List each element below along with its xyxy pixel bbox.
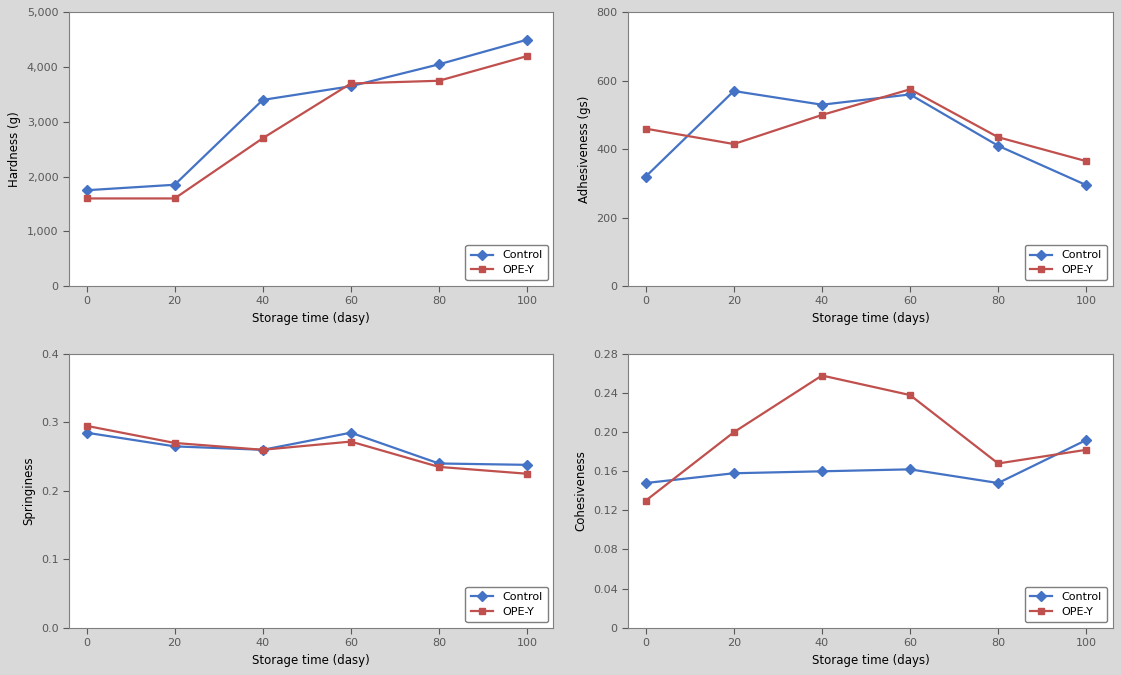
OPE-Y <box>1080 446 1093 454</box>
Control <box>1080 436 1093 444</box>
Control <box>728 469 741 477</box>
OPE-Y <box>815 111 828 119</box>
Control <box>815 101 828 109</box>
Control <box>256 446 269 454</box>
Legend: Control, OPE-Y: Control, OPE-Y <box>465 245 548 281</box>
Control <box>1080 181 1093 189</box>
OPE-Y <box>520 52 534 60</box>
Control <box>168 442 182 450</box>
Control <box>168 181 182 189</box>
Control <box>639 173 652 181</box>
OPE-Y <box>80 422 93 430</box>
X-axis label: Storage time (days): Storage time (days) <box>812 653 929 667</box>
OPE-Y <box>256 134 269 142</box>
Line: OPE-Y: OPE-Y <box>83 423 530 477</box>
Control <box>904 90 917 99</box>
OPE-Y <box>433 77 446 85</box>
OPE-Y <box>639 125 652 133</box>
OPE-Y <box>904 391 917 399</box>
Legend: Control, OPE-Y: Control, OPE-Y <box>1025 245 1108 281</box>
Line: OPE-Y: OPE-Y <box>83 53 530 202</box>
OPE-Y <box>344 80 358 88</box>
Line: Control: Control <box>83 429 530 468</box>
Y-axis label: Springiness: Springiness <box>22 456 35 525</box>
Control <box>344 82 358 90</box>
Control <box>344 429 358 437</box>
Y-axis label: Hardness (g): Hardness (g) <box>8 111 21 187</box>
X-axis label: Storage time (dasy): Storage time (dasy) <box>252 653 370 667</box>
X-axis label: Storage time (days): Storage time (days) <box>812 312 929 325</box>
Line: Control: Control <box>642 88 1090 188</box>
Line: Control: Control <box>83 36 530 194</box>
Control <box>815 467 828 475</box>
OPE-Y <box>728 140 741 148</box>
OPE-Y <box>991 460 1004 468</box>
OPE-Y <box>904 85 917 93</box>
Control <box>433 60 446 68</box>
Y-axis label: Cohesiveness: Cohesiveness <box>574 450 587 531</box>
OPE-Y <box>991 133 1004 141</box>
Control <box>639 479 652 487</box>
OPE-Y <box>433 463 446 471</box>
Control <box>520 36 534 44</box>
Control <box>991 479 1004 487</box>
OPE-Y <box>815 371 828 379</box>
OPE-Y <box>728 428 741 436</box>
Line: Control: Control <box>642 437 1090 487</box>
Control <box>80 429 93 437</box>
Line: OPE-Y: OPE-Y <box>642 86 1090 165</box>
Y-axis label: Adhesiveness (gs): Adhesiveness (gs) <box>578 95 591 203</box>
Control <box>433 460 446 468</box>
OPE-Y <box>344 437 358 446</box>
Control <box>991 142 1004 150</box>
Control <box>80 186 93 194</box>
OPE-Y <box>168 194 182 202</box>
OPE-Y <box>80 194 93 202</box>
Legend: Control, OPE-Y: Control, OPE-Y <box>1025 587 1108 622</box>
OPE-Y <box>520 470 534 478</box>
Control <box>256 96 269 104</box>
Control <box>520 461 534 469</box>
X-axis label: Storage time (dasy): Storage time (dasy) <box>252 312 370 325</box>
OPE-Y <box>639 497 652 505</box>
OPE-Y <box>256 446 269 454</box>
OPE-Y <box>168 439 182 447</box>
Line: OPE-Y: OPE-Y <box>642 372 1090 504</box>
Control <box>728 87 741 95</box>
OPE-Y <box>1080 157 1093 165</box>
Legend: Control, OPE-Y: Control, OPE-Y <box>465 587 548 622</box>
Control <box>904 465 917 473</box>
